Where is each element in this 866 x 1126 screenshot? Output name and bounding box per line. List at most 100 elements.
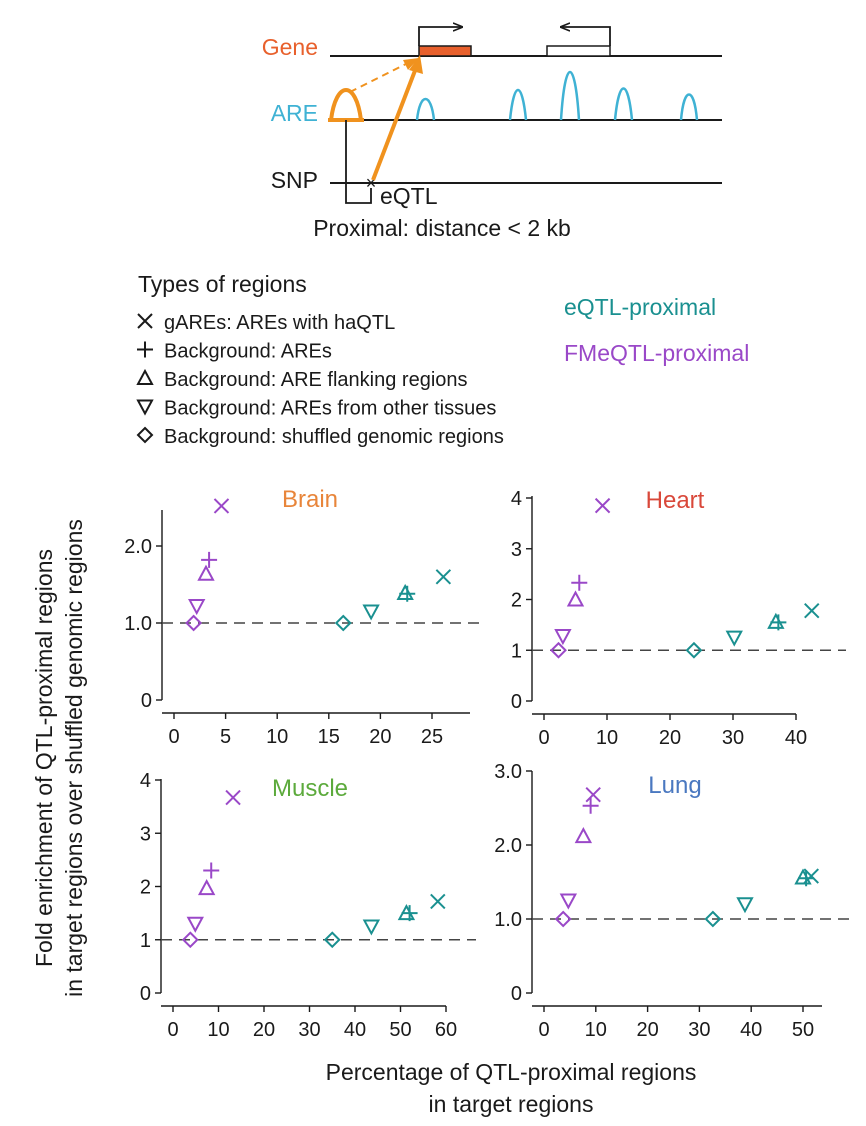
data-point-x <box>225 789 241 806</box>
x-tick-label: 10 <box>585 1019 607 1041</box>
x-tick-label: 25 <box>421 726 443 748</box>
data-point-diamond <box>185 614 203 632</box>
data-point-x <box>594 497 611 514</box>
data-point-triangle-up <box>767 612 785 629</box>
x-tick-label: 20 <box>253 1019 275 1041</box>
data-point-plus <box>201 551 218 568</box>
y-axis-title: Fold enrichment of QTL-proximal regions … <box>31 519 87 997</box>
data-point-triangle-down <box>736 897 754 914</box>
legend: Types of regions gAREs: AREs with haQTL B… <box>136 271 749 448</box>
panel-brain: 0 1.0 2.0 0 5 10 15 20 25 Brain <box>124 486 483 748</box>
data-point-diamond <box>685 641 703 659</box>
panel-lung: 0 1.0 2.0 3.0 0 10 20 30 40 50 Lung <box>494 761 852 1041</box>
y-axis-title-line2: in target regions over shuffled genomic … <box>61 519 87 997</box>
x-tick-label: 10 <box>207 1019 229 1041</box>
legend-item-label: Background: shuffled genomic regions <box>164 426 504 448</box>
gene-reverse <box>546 45 611 57</box>
y-axis-title-line1: Fold enrichment of QTL-proximal regions <box>31 549 57 967</box>
x-tick-label: 10 <box>266 726 288 748</box>
proximal-caption: Proximal: distance < 2 kb <box>313 215 571 241</box>
x-tick-label: 40 <box>344 1019 366 1041</box>
data-point-triangle-down <box>362 604 380 621</box>
y-tick-label: 3 <box>140 823 151 845</box>
y-tick-label: 2.0 <box>124 536 152 558</box>
data-point-x <box>804 602 820 619</box>
data-point-triangle-up <box>566 590 585 607</box>
x-tick-label: 15 <box>318 726 340 748</box>
x-tick-label: 50 <box>792 1019 814 1041</box>
x-tick-label: 0 <box>168 726 179 748</box>
y-tick-label: 2 <box>511 590 522 612</box>
y-tick-label: 1.0 <box>494 909 522 931</box>
y-tick-label: 4 <box>511 488 522 510</box>
panel-title: Muscle <box>272 775 348 802</box>
data-point-diamond <box>704 910 722 928</box>
tss-reverse-arrow <box>561 27 611 46</box>
data-point-diamond <box>181 931 199 949</box>
data-point-diamond <box>550 641 567 659</box>
data-point-triangle-down <box>559 893 578 910</box>
x-axis-title-line1: Percentage of QTL-proximal regions <box>326 1059 697 1085</box>
panel-title: Brain <box>282 486 338 513</box>
are-to-gene-dashed-arrow <box>349 61 411 93</box>
proximity-bracket <box>345 120 372 204</box>
snp-marker: × <box>366 173 377 193</box>
data-point-x <box>585 786 601 803</box>
y-tick-label: 0 <box>141 690 152 712</box>
data-point-x <box>435 569 452 585</box>
are-peak <box>559 70 581 121</box>
legend-group-fmeqtl: FMeQTL-proximal <box>564 340 749 366</box>
are-peak <box>415 98 436 121</box>
are-peak <box>679 93 699 121</box>
data-point-triangle-up <box>197 564 215 581</box>
data-point-triangle-up <box>197 878 216 896</box>
are-peak-highlight <box>329 88 363 121</box>
y-tick-label: 4 <box>140 770 151 792</box>
x-tick-label: 40 <box>740 1019 762 1041</box>
x-tick-label: 60 <box>435 1019 457 1041</box>
data-point-triangle-down <box>186 916 204 933</box>
y-tick-label: 2 <box>140 877 151 899</box>
panel-title: Heart <box>646 487 705 514</box>
x-tick-label: 20 <box>636 1019 658 1041</box>
data-point-diamond <box>554 910 572 928</box>
legend-title: Types of regions <box>138 271 307 297</box>
legend-marker-x <box>137 313 153 329</box>
y-tick-label: 1 <box>511 640 522 662</box>
data-point-triangle-up <box>396 583 414 600</box>
panel-title: Lung <box>648 772 701 799</box>
data-point-triangle-up <box>397 904 416 921</box>
schematic: Gene ARE SNP × eQTL Proximal: distance <… <box>262 27 722 241</box>
eqtl-to-gene-arrowhead <box>409 55 423 74</box>
data-point-triangle-down <box>554 629 572 646</box>
x-tick-label: 30 <box>688 1019 710 1041</box>
y-tick-label: 2.0 <box>494 835 522 857</box>
y-tick-label: 0 <box>511 691 522 713</box>
x-tick-label: 40 <box>785 727 807 749</box>
legend-item-label: Background: ARE flanking regions <box>164 369 468 391</box>
x-tick-label: 30 <box>298 1019 320 1041</box>
legend-item-label: Background: AREs <box>164 341 332 363</box>
legend-marker-triangle-up <box>136 368 154 385</box>
data-point-triangle-down <box>188 599 206 616</box>
y-tick-label: 3.0 <box>494 761 522 783</box>
data-point-x <box>430 893 446 910</box>
data-point-triangle-down <box>725 630 743 647</box>
legend-marker-diamond <box>136 426 154 444</box>
legend-item-label: Background: AREs from other tissues <box>164 398 496 420</box>
y-tick-label: 0 <box>511 983 522 1005</box>
data-point-plus <box>203 862 220 879</box>
are-peak <box>508 88 528 121</box>
data-point-triangle-down <box>362 919 381 936</box>
legend-marker-plus <box>137 341 153 358</box>
legend-group-eqtl: eQTL-proximal <box>564 294 716 320</box>
gene-label: Gene <box>262 34 318 60</box>
y-tick-label: 3 <box>511 539 522 561</box>
data-point-plus <box>571 574 588 591</box>
y-tick-label: 1 <box>140 930 151 952</box>
eqtl-to-gene-arrow <box>371 67 418 181</box>
x-tick-label: 50 <box>389 1019 411 1041</box>
data-point-diamond <box>334 614 352 632</box>
